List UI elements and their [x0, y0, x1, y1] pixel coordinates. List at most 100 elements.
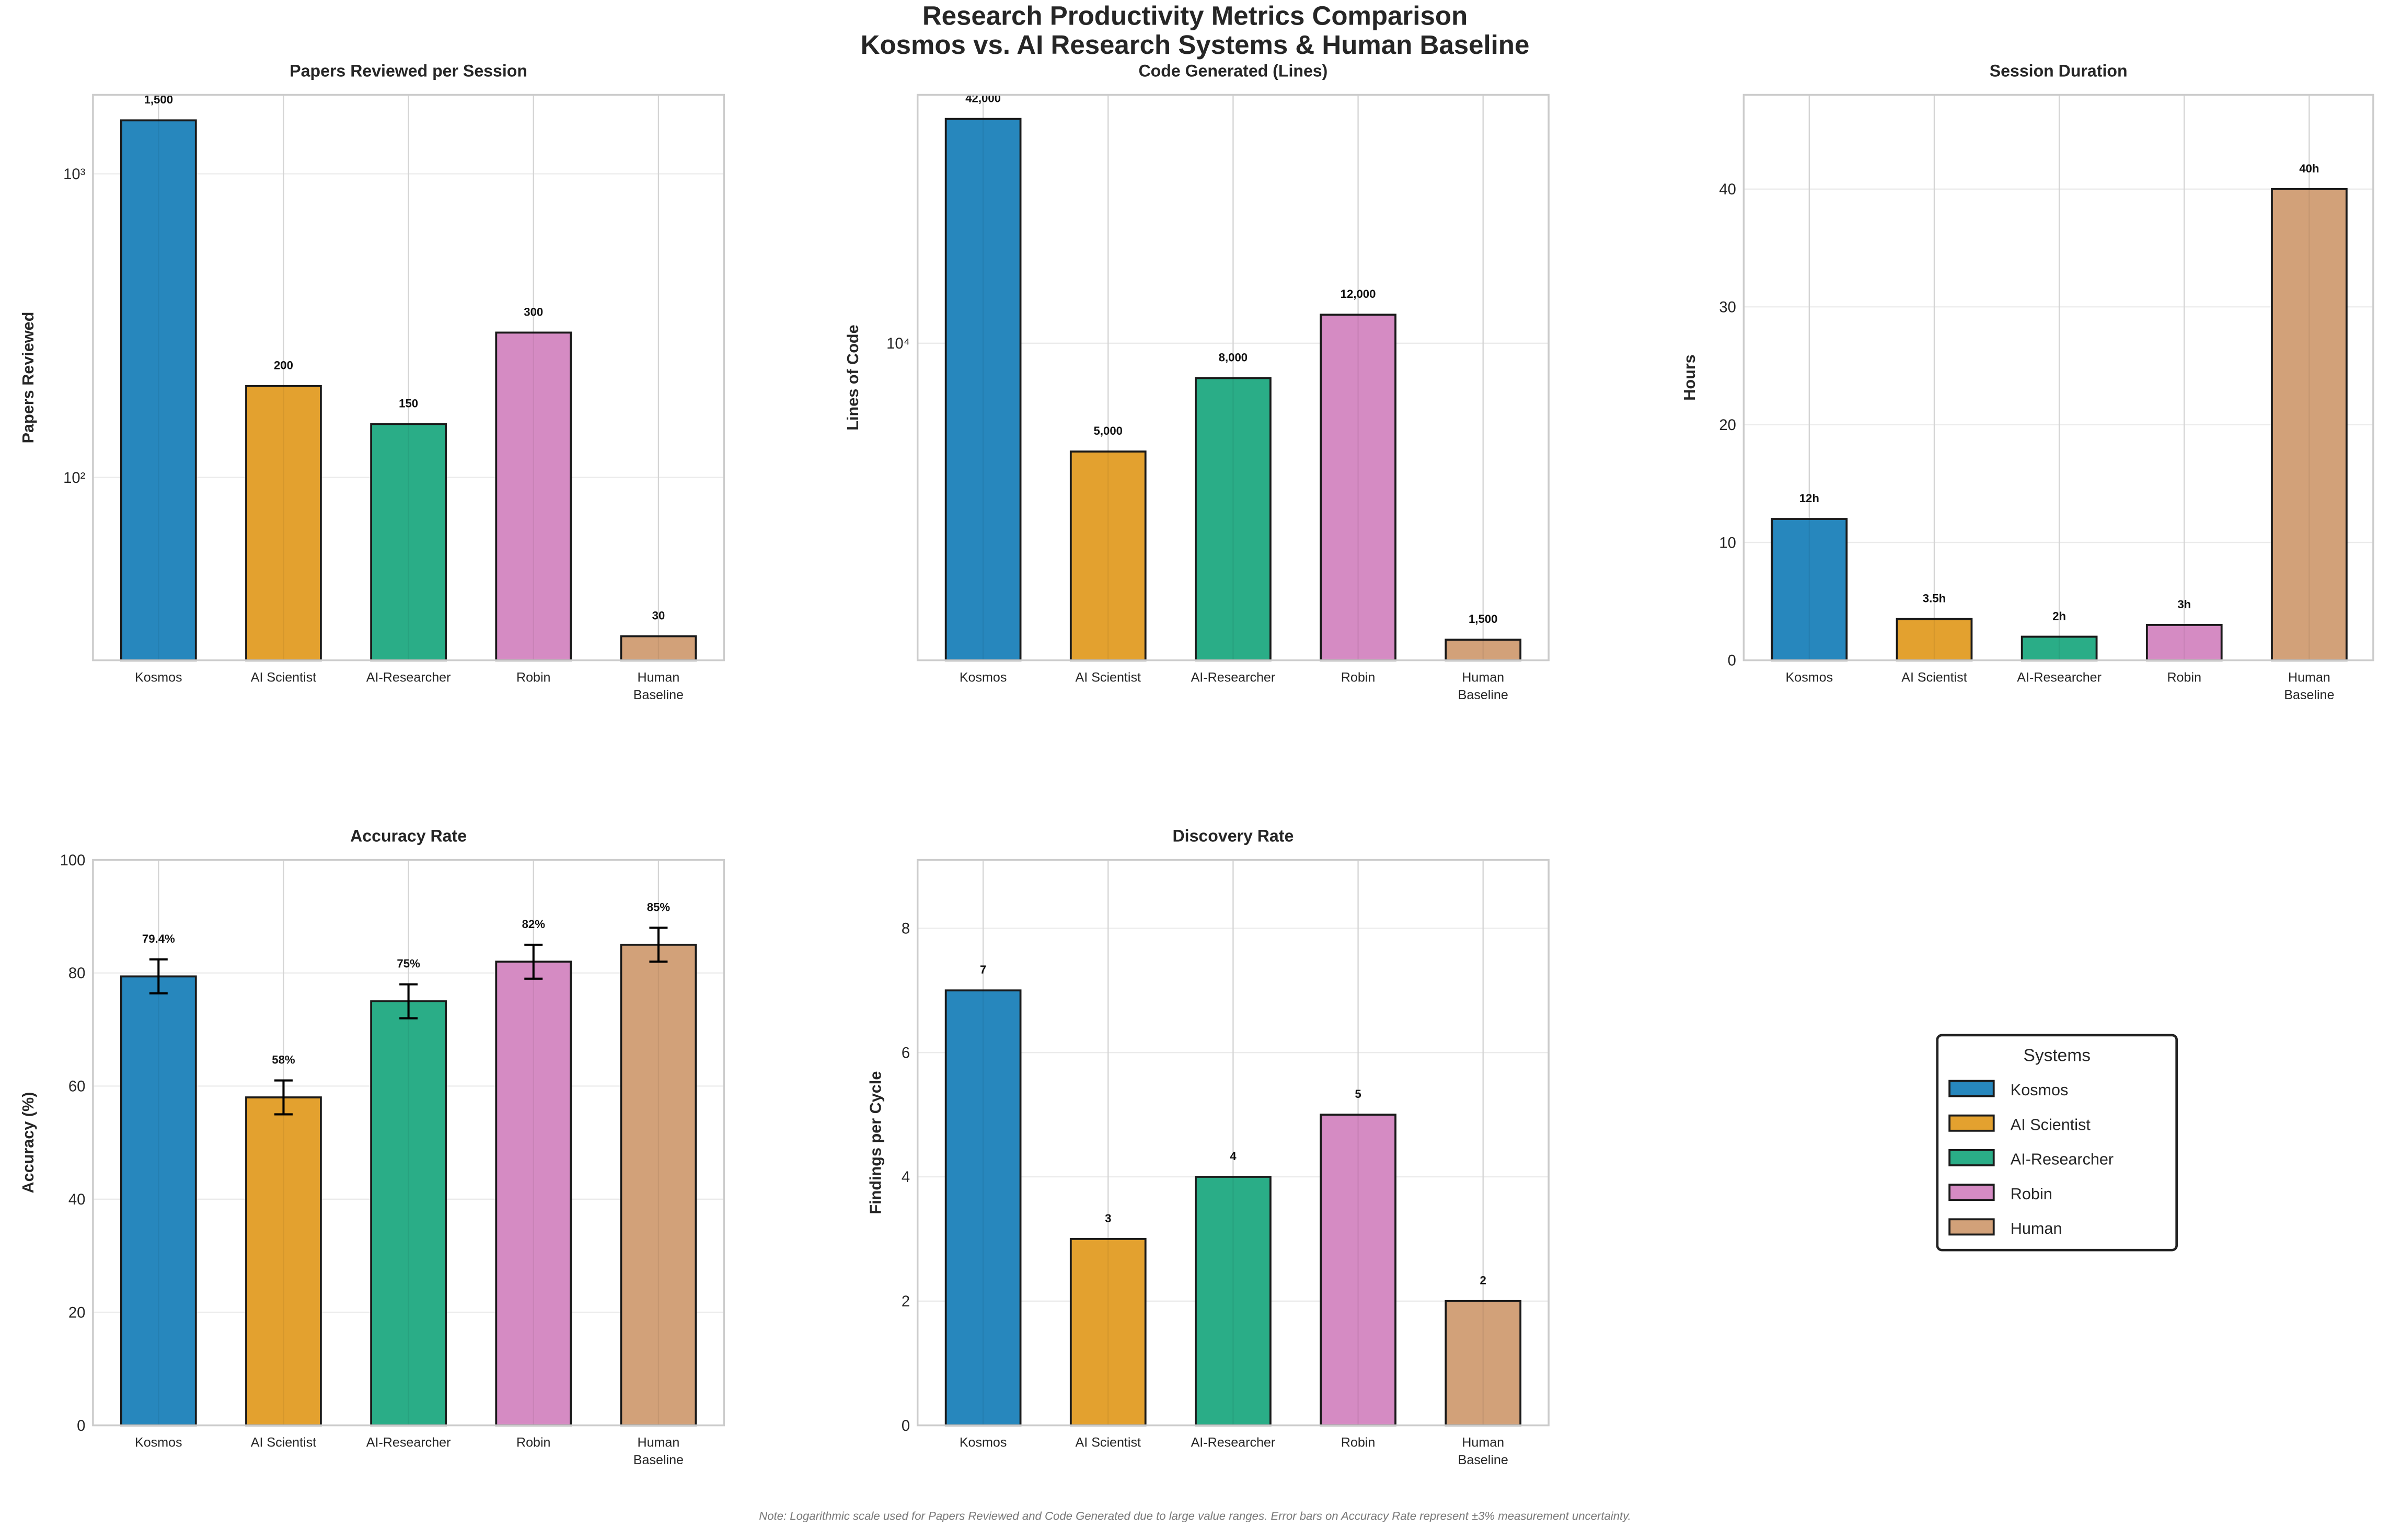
- y-axis-label: Hours: [1681, 354, 1699, 400]
- bar-human: [1445, 639, 1522, 662]
- y-tick-label: 40: [68, 1191, 85, 1208]
- footnote: Note: Logarithmic scale used for Papers …: [759, 1509, 1631, 1522]
- y-tick-label: 0: [77, 1418, 85, 1434]
- x-tick-label-line: Kosmos: [135, 670, 182, 685]
- error-bar: [399, 983, 418, 1020]
- y-tick-label: 60: [68, 1079, 85, 1095]
- value-label: 3: [1105, 1212, 1111, 1225]
- x-tick-label-line: Kosmos: [135, 1435, 182, 1450]
- bar-ai-researcher: [1195, 1176, 1272, 1427]
- x-tick-label-line: Kosmos: [960, 670, 1007, 685]
- x-tick-label-line: Baseline: [1458, 1453, 1508, 1467]
- value-label: 1,500: [1469, 612, 1497, 626]
- y-tick-label: 40: [1719, 181, 1736, 198]
- x-tick-label: AI Scientist: [1901, 670, 1967, 685]
- error-bar: [149, 958, 168, 994]
- x-tick-label-line: Human: [2288, 670, 2330, 685]
- bar-robin: [1320, 1114, 1396, 1427]
- legend-frame: [1936, 1034, 2178, 1252]
- x-tick-label-line: Robin: [1341, 670, 1376, 685]
- value-label: 40h: [2299, 162, 2319, 175]
- legend-label: AI-Researcher: [2011, 1151, 2114, 1168]
- axes-frame: [916, 94, 1550, 662]
- value-label: 58%: [272, 1053, 295, 1066]
- y-tick-label: 20: [68, 1304, 85, 1321]
- subplot-title: Accuracy Rate: [350, 827, 467, 846]
- x-tick-label: Kosmos: [960, 670, 1007, 685]
- axes-frame: [92, 94, 725, 662]
- value-label: 30: [652, 609, 665, 622]
- x-tick-label: AI-Researcher: [2017, 670, 2102, 685]
- x-tick-label-line: Human: [1462, 1435, 1504, 1450]
- x-tick-label-line: Robin: [516, 670, 551, 685]
- x-tick-label: Kosmos: [135, 670, 182, 685]
- x-tick-label-line: Baseline: [633, 688, 684, 702]
- x-tick-label-line: AI-Researcher: [1191, 1435, 1276, 1450]
- x-tick-label-line: Robin: [516, 1435, 551, 1450]
- x-tick-label-line: Human: [1462, 670, 1504, 685]
- x-tick-label-line: Kosmos: [960, 1435, 1007, 1450]
- x-tick-label: Robin: [2167, 670, 2202, 685]
- y-axis-label: Lines of Code: [844, 325, 862, 430]
- y-tick-label: 2: [902, 1293, 910, 1310]
- axes-frame: [916, 859, 1550, 1427]
- bar-ai-scientist: [1069, 450, 1147, 662]
- bar-robin: [1320, 314, 1396, 662]
- bar-robin: [2145, 623, 2223, 662]
- legend-swatch: [1948, 1114, 1995, 1132]
- x-tick-label-line: AI Scientist: [1076, 670, 1141, 685]
- x-tick-label-line: AI-Researcher: [2017, 670, 2102, 685]
- y-tick-label: 10: [1719, 535, 1736, 551]
- x-tick-label: Human Baseline: [2284, 670, 2334, 702]
- bar-ai-scientist: [1896, 618, 1973, 662]
- x-tick-label-line: AI Scientist: [251, 1435, 316, 1450]
- legend-entry: Kosmos: [1948, 1080, 2068, 1099]
- bar-ai-scientist: [245, 1096, 322, 1427]
- legend-label: Robin: [2011, 1185, 2052, 1203]
- x-tick-label-line: Baseline: [1458, 688, 1508, 702]
- value-label: 75%: [397, 957, 420, 970]
- value-label: 12,000: [1341, 287, 1376, 300]
- legend-entry: AI Scientist: [1948, 1114, 2091, 1133]
- x-tick-label-line: AI-Researcher: [1191, 670, 1276, 685]
- figure-title-line1: Research Productivity Metrics Comparison: [922, 1, 1468, 30]
- y-tick-label: 20: [1719, 417, 1736, 434]
- x-tick-label: AI Scientist: [251, 1435, 316, 1450]
- legend-swatch: [1948, 1149, 1995, 1166]
- error-bar: [274, 1079, 293, 1116]
- legend: Systems Kosmos AI Scientist AI-Researcher R…: [1936, 1034, 2178, 1252]
- x-tick-label: AI Scientist: [251, 670, 316, 685]
- bar-robin: [495, 331, 572, 662]
- bar-ai-scientist: [245, 385, 322, 662]
- value-label: 8,000: [1219, 351, 1248, 364]
- x-tick-label-line: Kosmos: [1786, 670, 1833, 685]
- x-tick-label-line: AI-Researcher: [366, 1435, 451, 1450]
- bar-ai-researcher: [2020, 635, 2098, 662]
- bar-ai-researcher: [370, 1000, 447, 1427]
- x-tick-label-line: Baseline: [633, 1453, 684, 1467]
- y-axis-label: Accuracy (%): [19, 1092, 37, 1194]
- x-tick-label: AI Scientist: [1076, 1435, 1141, 1450]
- legend-label: AI Scientist: [2011, 1116, 2091, 1133]
- x-tick-label: Robin: [1341, 1435, 1376, 1450]
- x-tick-label-line: AI Scientist: [251, 670, 316, 685]
- bar-human: [1445, 1300, 1522, 1427]
- axes-frame: [1742, 94, 2374, 662]
- error-bar: [524, 943, 543, 980]
- value-label: 300: [524, 305, 543, 318]
- x-tick-label-line: AI-Researcher: [366, 670, 451, 685]
- x-tick-label: Robin: [516, 1435, 551, 1450]
- y-tick-label: 10³: [63, 166, 85, 183]
- x-tick-label-line: Robin: [1341, 1435, 1376, 1450]
- legend-entry: Robin: [1948, 1184, 2052, 1203]
- bar-kosmos: [120, 975, 197, 1427]
- x-tick-label: AI-Researcher: [366, 670, 451, 685]
- subplot-1: 10⁴ 42,000 Kosmos 5,000 AI Scientist 8,000 AI-…: [844, 62, 1550, 702]
- y-tick-label: 10⁴: [886, 335, 910, 352]
- x-tick-label-line: Robin: [2167, 670, 2202, 685]
- y-tick-label: 30: [1719, 299, 1736, 316]
- x-tick-label: AI-Researcher: [366, 1435, 451, 1450]
